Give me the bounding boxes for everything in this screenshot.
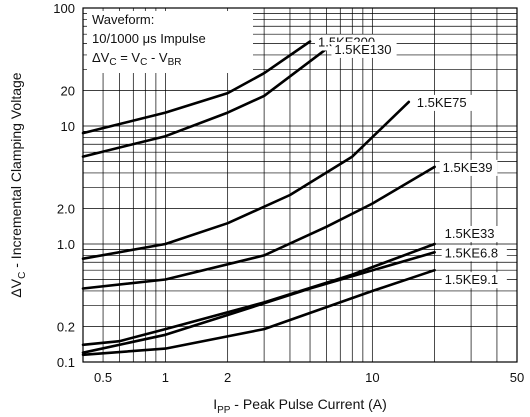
series-line: [81, 165, 436, 290]
series-labels: 1.5KE2001.5KE1301.5KE751.5KE391.5KE331.5…: [315, 34, 507, 289]
y-axis-title: ΔVC - Incremental Clamping Voltage: [8, 72, 28, 297]
y-tick-label: 1.0: [57, 237, 75, 252]
x-tick-label: 10: [365, 370, 379, 385]
y-tick-label: 10: [61, 119, 75, 134]
series-label: 1.5KE39: [443, 160, 493, 175]
series-label-background: [331, 41, 397, 58]
y-tick-label: 20: [61, 83, 75, 98]
x-tick-label: 0.5: [94, 370, 112, 385]
series-label-background: [441, 226, 500, 242]
plot-frame: [82, 7, 518, 363]
series-line: [81, 268, 436, 357]
series-label-background: [441, 272, 507, 289]
series-lines: [81, 40, 436, 357]
x-tick-label: 1: [162, 370, 169, 385]
x-axis-title: IPP - Peak Pulse Current (A): [213, 396, 387, 416]
x-tick-label: 50: [510, 370, 524, 385]
annotation-background: [87, 11, 253, 73]
annotation: Waveform: 10/1000 μs Impulse ΔVC = VC - …: [87, 11, 253, 73]
series-label: 1.5KE130: [334, 42, 391, 57]
series-label-background: [441, 245, 507, 262]
y-tick-label: 0.2: [57, 319, 75, 334]
annotation-line-1: Waveform:: [92, 12, 154, 27]
y-tick-label: 100: [53, 1, 75, 16]
x-tick-labels: 0.5 1 2 10 50: [94, 370, 524, 385]
y-tick-labels: 0.1 0.2 1.0 2.0 10 20 100: [53, 1, 75, 370]
series-line: [81, 251, 436, 355]
series-line: [81, 47, 328, 158]
series-label: 1.5KE75: [417, 95, 467, 110]
series-label-background: [413, 94, 472, 111]
x-tick-label: 2: [224, 370, 231, 385]
series-line: [81, 40, 312, 135]
series-label: 1.5KE6.8: [445, 245, 499, 260]
y-tick-label: 2.0: [57, 201, 75, 216]
series-label: 1.5KE33: [445, 226, 495, 241]
series-label: 1.5KE9.1: [445, 272, 499, 287]
series-line: [81, 242, 436, 347]
annotation-line-3: ΔVC = VC - VBR: [92, 50, 181, 68]
series-line: [81, 100, 411, 261]
series-label-background: [439, 159, 498, 176]
y-tick-label: 0.1: [57, 355, 75, 370]
annotation-line-2: 10/1000 μs Impulse: [92, 31, 206, 46]
